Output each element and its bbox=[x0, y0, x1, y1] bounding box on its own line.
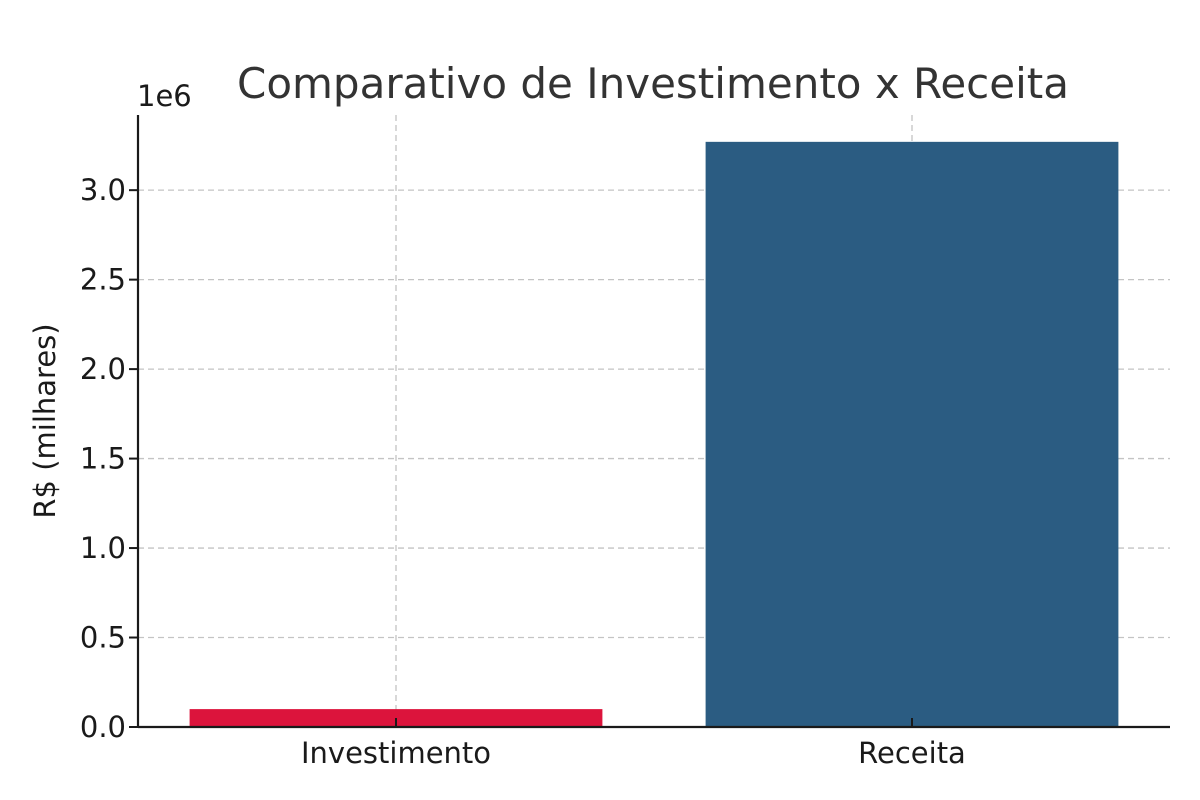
y-tick-label: 2.0 bbox=[80, 352, 126, 386]
chart-title: Comparativo de Investimento x Receita bbox=[237, 59, 1069, 108]
axes-layer bbox=[136, 115, 1170, 729]
x-tick-label-investimento: Investimento bbox=[301, 736, 491, 770]
x-tick-label-receita: Receita bbox=[858, 736, 966, 770]
ticks-layer: 0.0 0.5 1.0 1.5 2.0 2.5 3.0 Investimento Receita bbox=[80, 173, 966, 770]
y-tick-label: 0.0 bbox=[80, 710, 126, 744]
y-tick-label: 3.0 bbox=[80, 173, 126, 207]
y-tick-label: 1.5 bbox=[80, 442, 126, 476]
y-tick-label: 0.5 bbox=[80, 621, 126, 655]
y-axis-offset-text: 1e6 bbox=[137, 79, 192, 113]
y-tick-label: 1.0 bbox=[80, 531, 126, 565]
y-tick-label: 2.5 bbox=[80, 263, 126, 297]
bars-layer bbox=[189, 141, 1119, 727]
bar-receita bbox=[705, 141, 1119, 727]
y-axis-label: R$ (milhares) bbox=[28, 323, 62, 518]
